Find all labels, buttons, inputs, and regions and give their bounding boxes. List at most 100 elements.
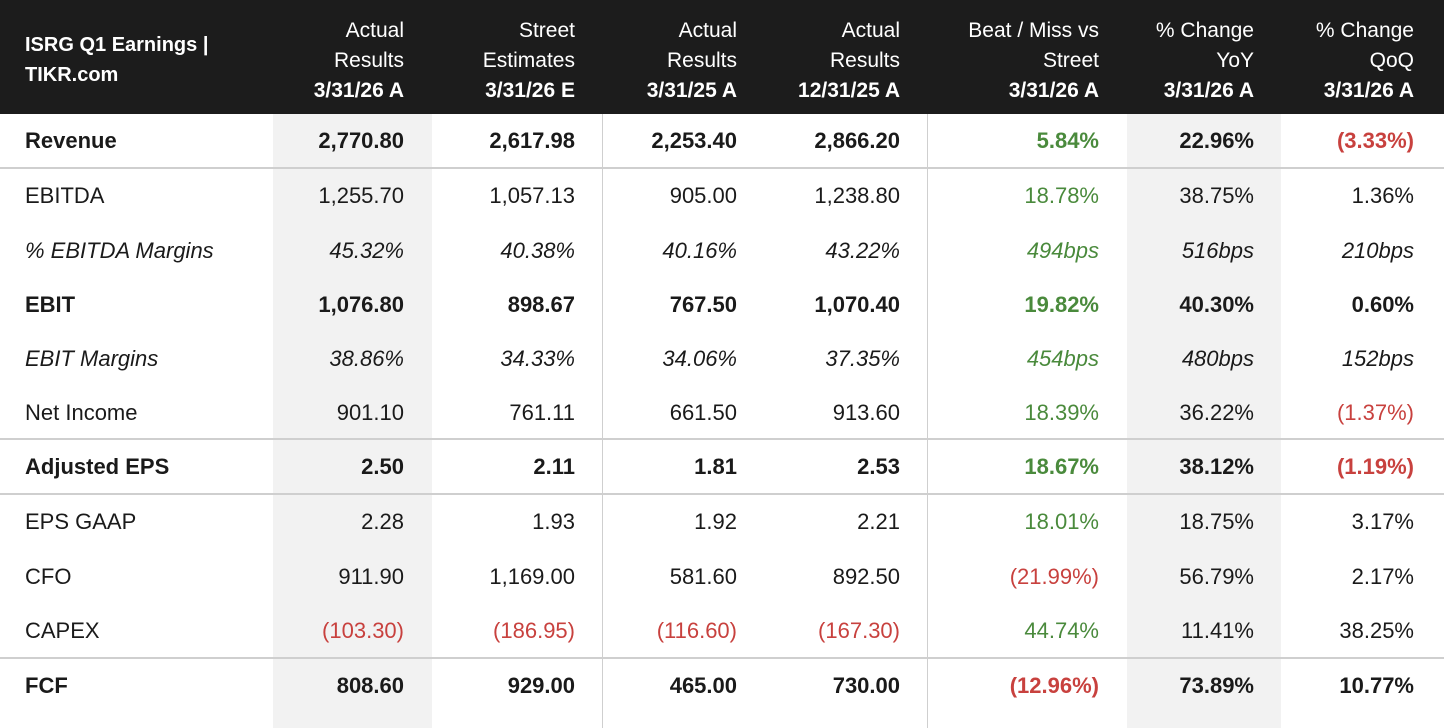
cell-beat-miss: 18.78%: [1024, 183, 1099, 208]
cell-qoq-change: 1.36%: [1351, 183, 1414, 208]
table-row: EBIT 1,076.80 898.67 767.50 1,070.40 19.82% 40…: [0, 278, 1444, 332]
cell-beat-miss: 18.67%: [1024, 454, 1099, 479]
cell-actual-q1-25: 767.50: [669, 292, 737, 317]
cell-actual-q1-25: (116.60): [656, 618, 737, 643]
table-header: ISRG Q1 Earnings | TIKR.com Actual Resul…: [0, 0, 1444, 114]
cell-street-estimate: 929.00: [507, 673, 575, 698]
cell-street-estimate: 1,169.00: [489, 564, 575, 589]
cell-street-estimate: (186.95): [493, 618, 575, 643]
highlight-column-yoy: [1127, 114, 1281, 728]
cell-qoq-change: 3.17%: [1351, 509, 1414, 534]
cell-actual-q4-25: 2.21: [857, 509, 900, 534]
table-row: % EBITDA Margins 45.32% 40.38% 40.16% 43.22%…: [0, 224, 1444, 278]
cell-qoq-change: 210bps: [1341, 238, 1414, 263]
row-divider: [0, 167, 1444, 169]
row-divider: [0, 438, 1444, 440]
row-label: EBIT Margins: [25, 346, 159, 371]
cell-actual-q1-26: 38.86%: [329, 346, 404, 371]
table-row: CFO 911.90 1,169.00 581.60 892.50 (21.99%) 56.…: [0, 550, 1444, 604]
cell-qoq-change: (3.33%): [1336, 128, 1414, 153]
cell-yoy-change: 11.41%: [1181, 618, 1254, 643]
cell-qoq-change: 152bps: [1341, 346, 1414, 371]
cell-yoy-change: 56.79%: [1179, 564, 1254, 589]
table-row: Net Income 901.10 761.11 661.50 913.60 18.39%…: [0, 386, 1444, 440]
cell-beat-miss: (12.96%): [1009, 673, 1099, 698]
row-divider: [0, 657, 1444, 659]
cell-street-estimate: 40.38%: [500, 238, 575, 263]
cell-actual-q1-26: 2.28: [361, 509, 404, 534]
cell-actual-q4-25: 1,238.80: [814, 183, 900, 208]
cell-actual-q4-25: 2.53: [857, 454, 900, 479]
cell-actual-q4-25: 2,866.20: [814, 128, 900, 153]
cell-actual-q1-25: 661.50: [669, 400, 737, 425]
cell-beat-miss: 44.74%: [1024, 618, 1099, 643]
table-row: CAPEX (103.30) (186.95) (116.60) (167.30) 44.…: [0, 604, 1444, 658]
cell-street-estimate: 761.11: [509, 400, 575, 425]
row-label: EBIT: [25, 292, 76, 317]
cell-street-estimate: 1.93: [532, 509, 575, 534]
cell-actual-q1-26: 911.90: [338, 564, 404, 589]
row-label: CFO: [25, 564, 72, 589]
cell-actual-q4-25: 43.22%: [825, 238, 900, 263]
column-header-actual-q1-26: Actual Results 3/31/26 A: [313, 19, 404, 102]
cell-yoy-change: 73.89%: [1179, 673, 1254, 698]
column-header-street-estimates: Street Estimates 3/31/26 E: [482, 19, 575, 102]
cell-qoq-change: (1.37%): [1336, 400, 1414, 425]
cell-actual-q1-25: 2,253.40: [651, 128, 737, 153]
cell-beat-miss: 18.01%: [1024, 509, 1099, 534]
cell-qoq-change: (1.19%): [1336, 454, 1414, 479]
cell-yoy-change: 22.96%: [1179, 128, 1254, 153]
table-row: Revenue 2,770.80 2,617.98 2,253.40 2,866.20 5…: [0, 114, 1444, 168]
cell-street-estimate: 34.33%: [500, 346, 575, 371]
cell-yoy-change: 18.75%: [1179, 509, 1254, 534]
column-header-beat-miss: Beat / Miss vs Street 3/31/26 A: [968, 19, 1099, 102]
row-label: CAPEX: [25, 618, 100, 643]
column-header-actual-q4-25: Actual Results 12/31/25 A: [798, 19, 900, 102]
row-label: % EBITDA Margins: [25, 238, 214, 263]
cell-actual-q4-25: 37.35%: [825, 346, 900, 371]
cell-street-estimate: 2.11: [533, 454, 575, 479]
cell-beat-miss: 18.39%: [1024, 400, 1099, 425]
cell-actual-q1-26: 1,076.80: [318, 292, 404, 317]
cell-actual-q4-25: 892.50: [832, 564, 900, 589]
cell-yoy-change: 480bps: [1181, 346, 1254, 371]
row-label: Adjusted EPS: [25, 454, 170, 479]
cell-street-estimate: 2,617.98: [489, 128, 575, 153]
cell-yoy-change: 40.30%: [1179, 292, 1254, 317]
cell-beat-miss: 494bps: [1026, 238, 1099, 263]
cell-actual-q1-25: 905.00: [669, 183, 737, 208]
table-title: ISRG Q1 Earnings | TIKR.com: [25, 30, 225, 90]
cell-actual-q1-26: (103.30): [322, 618, 404, 643]
cell-street-estimate: 1,057.13: [489, 183, 575, 208]
cell-qoq-change: 0.60%: [1351, 292, 1414, 317]
row-label: Net Income: [25, 400, 138, 425]
row-label: Revenue: [25, 128, 117, 153]
table-row: EPS GAAP 2.28 1.93 1.92 2.21 18.01% 18.75% 3.17…: [0, 495, 1444, 549]
cell-actual-q4-25: 1,070.40: [814, 292, 900, 317]
cell-qoq-change: 10.77%: [1339, 673, 1414, 698]
column-header-yoy: % Change YoY 3/31/26 A: [1155, 19, 1254, 102]
cell-actual-q1-25: 34.06%: [662, 346, 737, 371]
cell-beat-miss: 454bps: [1026, 346, 1099, 371]
cell-yoy-change: 36.22%: [1179, 400, 1254, 425]
title-line-2: TIKR.com: [25, 64, 119, 86]
cell-beat-miss: (21.99%): [1009, 564, 1099, 589]
title-line-1: ISRG Q1 Earnings |: [25, 34, 209, 56]
cell-yoy-change: 516bps: [1181, 238, 1254, 263]
cell-beat-miss: 5.84%: [1036, 128, 1099, 153]
row-label: EPS GAAP: [25, 509, 137, 534]
cell-qoq-change: 38.25%: [1339, 618, 1414, 643]
cell-actual-q1-25: 1.92: [694, 509, 737, 534]
cell-actual-q1-25: 465.00: [669, 673, 737, 698]
cell-street-estimate: 898.67: [507, 292, 575, 317]
cell-yoy-change: 38.12%: [1179, 454, 1254, 479]
cell-actual-q1-26: 1,255.70: [318, 183, 404, 208]
cell-actual-q4-25: 913.60: [832, 400, 900, 425]
cell-actual-q1-25: 581.60: [669, 564, 737, 589]
table-row: EBITDA 1,255.70 1,057.13 905.00 1,238.80 18.7…: [0, 169, 1444, 223]
cell-actual-q1-25: 1.81: [694, 454, 737, 479]
cell-actual-q1-26: 808.60: [336, 673, 404, 698]
column-divider: [602, 114, 603, 728]
row-divider: [0, 493, 1444, 495]
cell-actual-q1-26: 2.50: [361, 454, 404, 479]
